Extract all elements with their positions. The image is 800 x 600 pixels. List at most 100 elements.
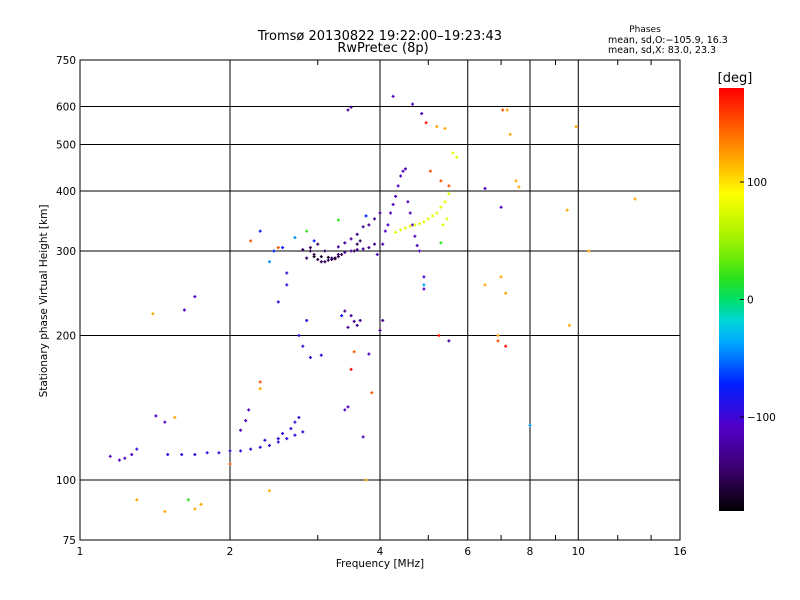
data-point (258, 387, 262, 391)
data-point (316, 258, 320, 262)
data-point (396, 184, 400, 188)
data-point (574, 125, 578, 129)
data-point (244, 419, 248, 423)
data-point (361, 225, 365, 229)
data-point (424, 121, 428, 125)
data-point (346, 405, 350, 409)
data-point (422, 287, 426, 291)
data-point (504, 344, 508, 348)
data-point (281, 432, 285, 436)
data-point (336, 218, 340, 222)
data-point (349, 367, 353, 371)
x-tick-label: 4 (377, 546, 384, 558)
stats-line-o: mean, sd,O:−105.9, 16.3 (608, 35, 728, 46)
data-point (565, 208, 569, 212)
data-point (455, 155, 459, 159)
data-point (312, 239, 316, 243)
data-point (163, 420, 167, 424)
phase-colorbar: −100 0 100 (719, 88, 776, 511)
data-point (154, 414, 158, 418)
data-point (422, 220, 426, 224)
data-point (383, 229, 387, 233)
data-point (330, 258, 334, 262)
data-point (319, 260, 323, 264)
data-point (163, 509, 167, 513)
data-point (267, 444, 271, 448)
data-point (483, 186, 487, 190)
chart-subtitle: RwPretec (8p) (337, 41, 428, 56)
data-point (499, 205, 503, 209)
data-point (355, 323, 359, 327)
data-point (355, 232, 359, 236)
data-point (439, 205, 443, 209)
data-point (276, 437, 280, 441)
x-tick-label: 6 (464, 546, 471, 558)
data-point (413, 234, 417, 238)
data-point (316, 242, 320, 246)
data-point (447, 339, 451, 343)
data-point (401, 169, 405, 173)
data-point (358, 239, 362, 243)
data-point (312, 255, 316, 259)
scatter-points (108, 94, 637, 513)
data-point (447, 184, 451, 188)
data-point (267, 260, 271, 264)
data-point (352, 249, 356, 253)
data-point (308, 246, 312, 250)
data-point (276, 440, 280, 444)
data-point (514, 179, 518, 183)
data-point (422, 275, 426, 279)
data-point (182, 308, 186, 312)
data-point (437, 334, 441, 338)
data-point (349, 249, 353, 253)
data-point (293, 236, 297, 240)
data-point (528, 423, 532, 427)
data-point (276, 246, 280, 250)
data-point (336, 245, 340, 249)
data-point (381, 318, 385, 322)
data-point (323, 260, 327, 264)
data-point (258, 380, 262, 384)
data-point (217, 451, 221, 455)
data-point (367, 352, 371, 356)
data-point (426, 217, 430, 221)
data-point (319, 353, 323, 357)
x-tick-label: 8 (527, 546, 534, 558)
data-point (343, 250, 347, 254)
data-point (415, 244, 419, 248)
data-point (205, 451, 209, 455)
data-point (445, 217, 449, 221)
data-point (431, 214, 435, 218)
data-point (135, 447, 139, 451)
data-point (496, 339, 500, 343)
grid-lines (80, 60, 680, 540)
data-point (293, 433, 297, 437)
data-point (394, 230, 398, 234)
y-tick-label: 75 (63, 535, 76, 547)
data-point (391, 202, 395, 206)
data-point (117, 458, 121, 462)
data-point (364, 478, 368, 482)
colorbar-gradient (719, 88, 744, 511)
data-point (349, 314, 353, 318)
data-point (247, 408, 251, 412)
data-point (123, 456, 127, 460)
data-point (340, 253, 344, 257)
data-point (180, 453, 184, 457)
data-point (406, 200, 410, 204)
data-point (394, 194, 398, 198)
data-point (399, 228, 403, 232)
data-point (285, 437, 289, 441)
data-point (373, 217, 377, 221)
data-point (443, 126, 447, 130)
data-point (408, 211, 412, 215)
y-tick-label: 300 (56, 246, 76, 258)
data-point (411, 102, 415, 106)
data-point (346, 108, 350, 112)
data-point (305, 256, 309, 260)
data-point (166, 453, 170, 457)
data-point (441, 223, 445, 227)
data-point (301, 430, 305, 434)
data-point (413, 223, 417, 227)
data-point (381, 242, 385, 246)
